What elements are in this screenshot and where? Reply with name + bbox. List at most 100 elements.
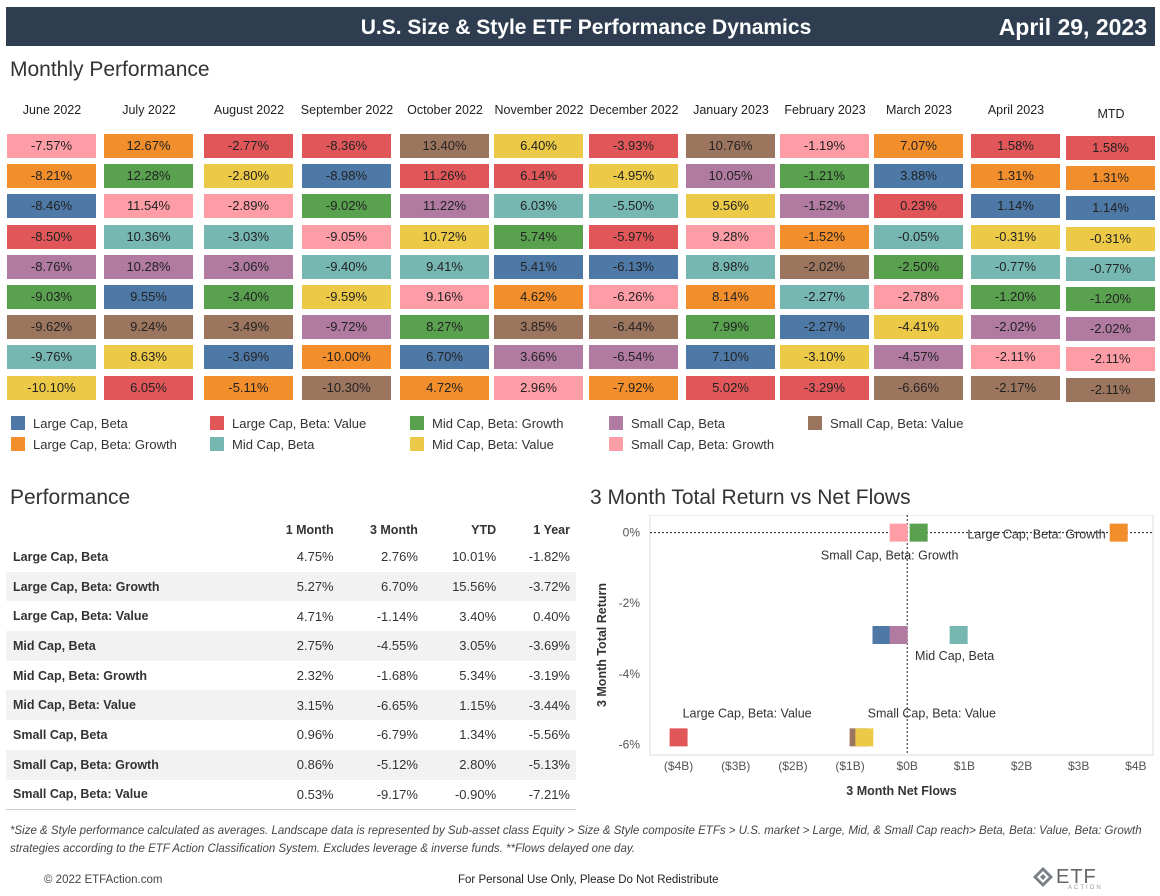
- performance-cell[interactable]: -5.11%: [204, 375, 293, 400]
- performance-cell[interactable]: -9.40%: [302, 254, 391, 279]
- table-row[interactable]: Mid Cap, Beta: Value 3.15% -6.65% 1.15% -3.4…: [6, 690, 576, 721]
- performance-cell[interactable]: -0.05%: [874, 224, 963, 249]
- performance-cell[interactable]: -6.13%: [589, 254, 678, 279]
- performance-cell[interactable]: 10.05%: [686, 164, 775, 189]
- performance-cell[interactable]: -2.11%: [1066, 347, 1155, 372]
- performance-cell[interactable]: 6.03%: [494, 194, 583, 219]
- performance-cell[interactable]: 4.62%: [494, 285, 583, 309]
- performance-cell[interactable]: 3.85%: [494, 315, 583, 340]
- performance-cell[interactable]: 11.54%: [104, 194, 193, 219]
- performance-cell[interactable]: -1.20%: [1066, 287, 1155, 311]
- legend-item[interactable]: Mid Cap, Beta: Growth: [410, 414, 564, 432]
- etf-action-logo[interactable]: ETF ACTION: [1032, 866, 1101, 891]
- performance-cell[interactable]: -5.50%: [589, 194, 678, 219]
- performance-cell[interactable]: -3.69%: [204, 345, 293, 370]
- performance-cell[interactable]: 6.70%: [400, 345, 489, 370]
- performance-cell[interactable]: -1.19%: [780, 134, 869, 158]
- performance-cell[interactable]: 6.14%: [494, 164, 583, 189]
- performance-cell[interactable]: -4.95%: [589, 164, 678, 189]
- performance-cell[interactable]: -6.66%: [874, 375, 963, 400]
- performance-cell[interactable]: 9.24%: [104, 315, 193, 340]
- performance-cell[interactable]: 12.67%: [104, 134, 193, 158]
- performance-cell[interactable]: 5.74%: [494, 224, 583, 249]
- performance-cell[interactable]: 1.14%: [1066, 196, 1155, 221]
- performance-cell[interactable]: -0.31%: [1066, 226, 1155, 251]
- performance-cell[interactable]: -1.52%: [780, 224, 869, 249]
- legend-item[interactable]: Large Cap, Beta: Value: [210, 414, 366, 432]
- performance-cell[interactable]: -8.98%: [302, 164, 391, 189]
- performance-cell[interactable]: -2.17%: [971, 375, 1060, 400]
- performance-cell[interactable]: -10.30%: [302, 375, 391, 400]
- performance-cell[interactable]: 6.40%: [494, 134, 583, 158]
- table-row[interactable]: Mid Cap, Beta: Growth 2.32% -1.68% 5.34% -3.…: [6, 661, 576, 691]
- legend-item[interactable]: Large Cap, Beta: [11, 414, 128, 432]
- performance-cell[interactable]: 11.22%: [400, 194, 489, 219]
- performance-cell[interactable]: 5.41%: [494, 254, 583, 279]
- performance-cell[interactable]: -2.78%: [874, 285, 963, 309]
- performance-cell[interactable]: -8.76%: [7, 254, 96, 279]
- table-row[interactable]: Small Cap, Beta: Growth 0.86% -5.12% 2.80% -…: [6, 749, 576, 780]
- performance-cell[interactable]: -9.02%: [302, 194, 391, 219]
- performance-cell[interactable]: -3.03%: [204, 224, 293, 249]
- performance-cell[interactable]: 13.40%: [400, 134, 489, 158]
- performance-cell[interactable]: -6.44%: [589, 315, 678, 340]
- performance-cell[interactable]: -3.10%: [780, 345, 869, 370]
- legend-item[interactable]: Small Cap, Beta: [609, 414, 725, 432]
- performance-cell[interactable]: 1.31%: [971, 164, 1060, 189]
- performance-cell[interactable]: -8.50%: [7, 224, 96, 249]
- performance-cell[interactable]: -8.36%: [302, 134, 391, 158]
- table-row[interactable]: Mid Cap, Beta 2.75% -4.55% 3.05% -3.69%: [6, 631, 576, 661]
- performance-cell[interactable]: 5.02%: [686, 375, 775, 400]
- legend-item[interactable]: Small Cap, Beta: Growth: [609, 435, 774, 453]
- performance-cell[interactable]: -10.10%: [7, 375, 96, 400]
- performance-cell[interactable]: -2.27%: [780, 315, 869, 340]
- performance-cell[interactable]: 10.76%: [686, 134, 775, 158]
- performance-cell[interactable]: -4.57%: [874, 345, 963, 370]
- table-row[interactable]: Small Cap, Beta: Value 0.53% -9.17% -0.90% -…: [6, 779, 576, 810]
- performance-cell[interactable]: 4.72%: [400, 375, 489, 400]
- table-row[interactable]: Large Cap, Beta 4.75% 2.76% 10.01% -1.82%: [6, 542, 576, 572]
- performance-cell[interactable]: 10.72%: [400, 224, 489, 249]
- performance-cell[interactable]: 7.10%: [686, 345, 775, 370]
- legend-item[interactable]: Mid Cap, Beta: [210, 435, 314, 453]
- performance-cell[interactable]: 3.88%: [874, 164, 963, 189]
- performance-cell[interactable]: -10.00%: [302, 345, 391, 370]
- legend-item[interactable]: Mid Cap, Beta: Value: [410, 435, 554, 453]
- performance-cell[interactable]: 10.36%: [104, 224, 193, 249]
- table-row[interactable]: Small Cap, Beta 0.96% -6.79% 1.34% -5.56%: [6, 720, 576, 750]
- performance-cell[interactable]: -3.49%: [204, 315, 293, 340]
- performance-cell[interactable]: -2.80%: [204, 164, 293, 189]
- performance-cell[interactable]: 3.66%: [494, 345, 583, 370]
- legend-item[interactable]: Small Cap, Beta: Value: [808, 414, 963, 432]
- performance-cell[interactable]: 6.05%: [104, 375, 193, 400]
- performance-cell[interactable]: 1.31%: [1066, 166, 1155, 191]
- performance-cell[interactable]: 8.27%: [400, 315, 489, 340]
- performance-cell[interactable]: -5.97%: [589, 224, 678, 249]
- performance-cell[interactable]: -2.11%: [971, 345, 1060, 370]
- performance-cell[interactable]: -9.59%: [302, 285, 391, 309]
- performance-cell[interactable]: -2.02%: [971, 315, 1060, 340]
- performance-cell[interactable]: 12.28%: [104, 164, 193, 189]
- performance-cell[interactable]: 9.56%: [686, 194, 775, 219]
- performance-cell[interactable]: 10.28%: [104, 254, 193, 279]
- performance-cell[interactable]: -2.02%: [1066, 317, 1155, 342]
- performance-cell[interactable]: -2.77%: [204, 134, 293, 158]
- performance-cell[interactable]: -4.41%: [874, 315, 963, 340]
- performance-cell[interactable]: -3.40%: [204, 285, 293, 309]
- performance-cell[interactable]: 8.63%: [104, 345, 193, 370]
- performance-cell[interactable]: -9.05%: [302, 224, 391, 249]
- performance-cell[interactable]: -0.31%: [971, 224, 1060, 249]
- performance-cell[interactable]: -2.27%: [780, 285, 869, 309]
- performance-cell[interactable]: -7.92%: [589, 375, 678, 400]
- performance-cell[interactable]: -2.50%: [874, 254, 963, 279]
- performance-cell[interactable]: -6.54%: [589, 345, 678, 370]
- performance-cell[interactable]: -9.62%: [7, 315, 96, 340]
- performance-cell[interactable]: -9.72%: [302, 315, 391, 340]
- performance-cell[interactable]: 11.26%: [400, 164, 489, 189]
- performance-cell[interactable]: -2.89%: [204, 194, 293, 219]
- performance-cell[interactable]: -3.29%: [780, 375, 869, 400]
- performance-cell[interactable]: 2.96%: [494, 375, 583, 400]
- performance-cell[interactable]: 8.14%: [686, 285, 775, 309]
- performance-cell[interactable]: -9.76%: [7, 345, 96, 370]
- performance-cell[interactable]: -8.21%: [7, 164, 96, 189]
